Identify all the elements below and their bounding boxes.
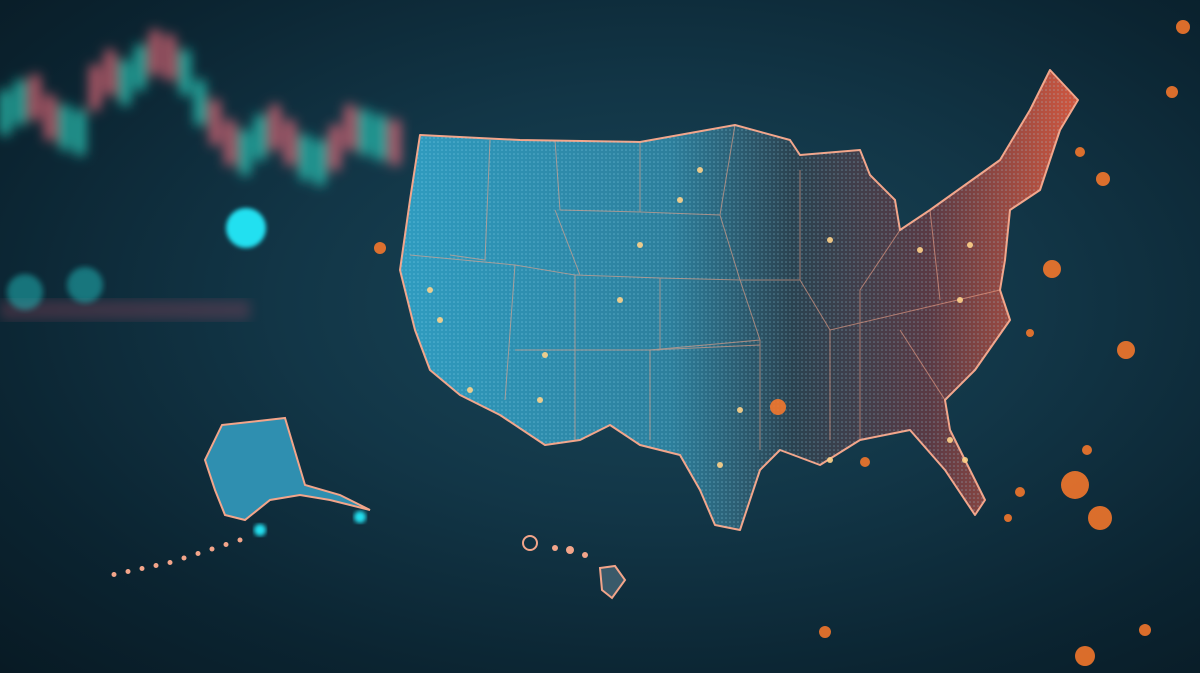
island bbox=[167, 560, 173, 565]
candle bbox=[30, 75, 40, 120]
candle bbox=[195, 80, 205, 125]
candle bbox=[45, 95, 55, 140]
city-light bbox=[677, 197, 683, 203]
candle bbox=[390, 120, 400, 165]
candle bbox=[165, 35, 175, 80]
glow-dots bbox=[374, 20, 1190, 666]
glow-dot bbox=[1004, 514, 1012, 522]
glow-dot bbox=[1096, 172, 1110, 186]
city-light bbox=[542, 352, 548, 358]
candle bbox=[270, 105, 280, 150]
glow-dot bbox=[819, 626, 831, 638]
island bbox=[153, 563, 159, 568]
city-light bbox=[427, 287, 433, 293]
glow-dot bbox=[860, 457, 870, 467]
alaska bbox=[203, 416, 371, 522]
glow-dot bbox=[1015, 487, 1025, 497]
glow-dot bbox=[1176, 20, 1190, 34]
state-borders bbox=[409, 124, 1001, 450]
candle bbox=[15, 80, 25, 125]
us-map bbox=[399, 69, 1079, 531]
city-light bbox=[917, 247, 923, 253]
candle bbox=[330, 125, 340, 170]
island bbox=[125, 569, 131, 574]
cyan-light bbox=[354, 511, 366, 523]
island bbox=[223, 542, 229, 547]
glow-dot bbox=[1061, 471, 1089, 499]
cyan-light bbox=[7, 274, 43, 310]
glow-dot bbox=[1082, 445, 1092, 455]
city-light bbox=[467, 387, 473, 393]
candle bbox=[90, 65, 100, 110]
glow-dot bbox=[1088, 506, 1112, 530]
city-light bbox=[827, 237, 833, 243]
city-light bbox=[962, 457, 968, 463]
glow-dot bbox=[1026, 329, 1034, 337]
city-light bbox=[737, 407, 743, 413]
candle bbox=[240, 130, 250, 175]
glow-dot bbox=[770, 399, 786, 415]
glow-dot bbox=[1075, 646, 1095, 666]
glow-dot bbox=[374, 242, 386, 254]
candle bbox=[105, 50, 115, 95]
candle bbox=[225, 120, 235, 165]
candle bbox=[300, 135, 310, 180]
candle bbox=[0, 90, 10, 135]
city-light bbox=[947, 437, 953, 443]
candle bbox=[135, 45, 145, 90]
candle bbox=[315, 140, 325, 185]
candle bbox=[210, 100, 220, 145]
island bbox=[209, 546, 215, 552]
island bbox=[237, 537, 243, 543]
city-light bbox=[697, 167, 703, 173]
candle bbox=[60, 105, 70, 150]
candle bbox=[180, 50, 190, 95]
blurred-bar bbox=[0, 300, 250, 320]
cyan-light bbox=[254, 524, 266, 536]
glow-dot bbox=[1139, 624, 1151, 636]
aleutian-islands bbox=[111, 537, 243, 577]
city-light bbox=[967, 242, 973, 248]
city-light bbox=[537, 397, 543, 403]
candle bbox=[375, 115, 385, 160]
glow-dot bbox=[1117, 341, 1135, 359]
candle bbox=[345, 105, 355, 150]
glow-dot bbox=[1043, 260, 1061, 278]
city-light bbox=[437, 317, 443, 323]
city-light bbox=[957, 297, 963, 303]
candle bbox=[150, 30, 160, 75]
candlestick-chart bbox=[0, 30, 400, 185]
candle bbox=[255, 115, 265, 160]
island bbox=[195, 551, 201, 556]
cyan-light bbox=[226, 208, 266, 248]
city-light bbox=[617, 297, 623, 303]
glow-dot bbox=[1166, 86, 1178, 98]
city-light bbox=[637, 242, 643, 248]
hawaii bbox=[522, 535, 627, 600]
candle bbox=[120, 60, 130, 105]
cyan-light bbox=[67, 267, 103, 303]
candle bbox=[285, 120, 295, 165]
island bbox=[139, 566, 145, 571]
island bbox=[181, 555, 187, 561]
candle bbox=[360, 110, 370, 155]
city-light bbox=[827, 457, 833, 463]
glow-dot bbox=[1075, 147, 1085, 157]
island bbox=[111, 572, 117, 577]
candle bbox=[75, 110, 85, 155]
city-light bbox=[717, 462, 723, 468]
